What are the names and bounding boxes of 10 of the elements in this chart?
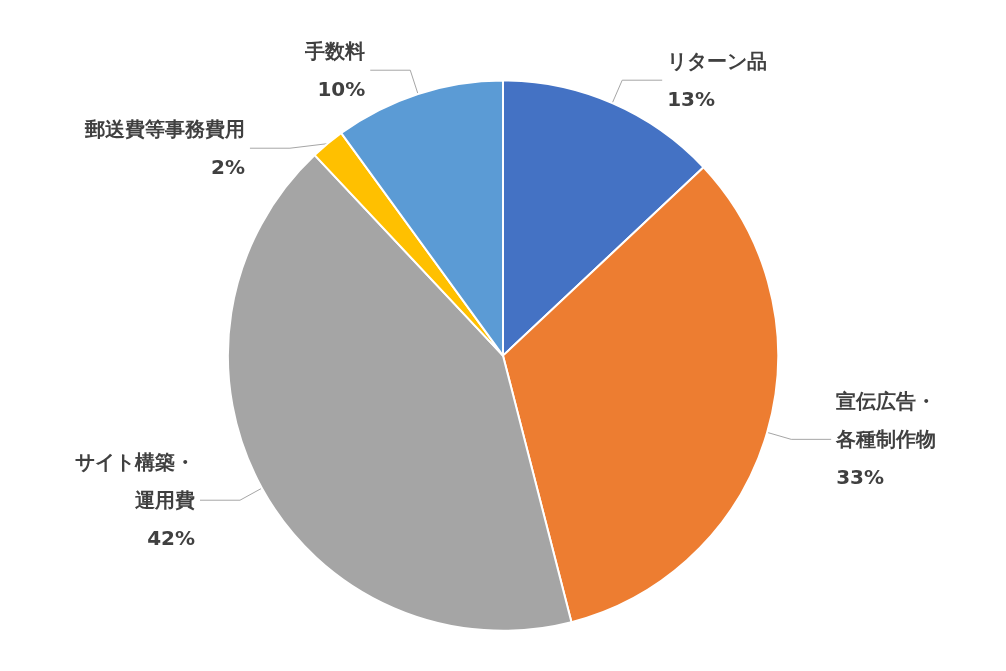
data-label: 42% (147, 526, 196, 551)
data-label: 33% (836, 465, 885, 490)
data-label: 10% (317, 77, 366, 102)
data-label: 13% (667, 87, 716, 112)
slice-label: 宣伝広告・各種制作物 (835, 389, 937, 452)
slice-label: サイト構築・運用費 (75, 450, 196, 513)
slice-label: 郵送費等事務費用 (83, 117, 245, 142)
slice-label: リターン品 (667, 49, 768, 74)
data-label: 2% (210, 155, 245, 180)
slice-label: 手数料 (304, 39, 366, 64)
